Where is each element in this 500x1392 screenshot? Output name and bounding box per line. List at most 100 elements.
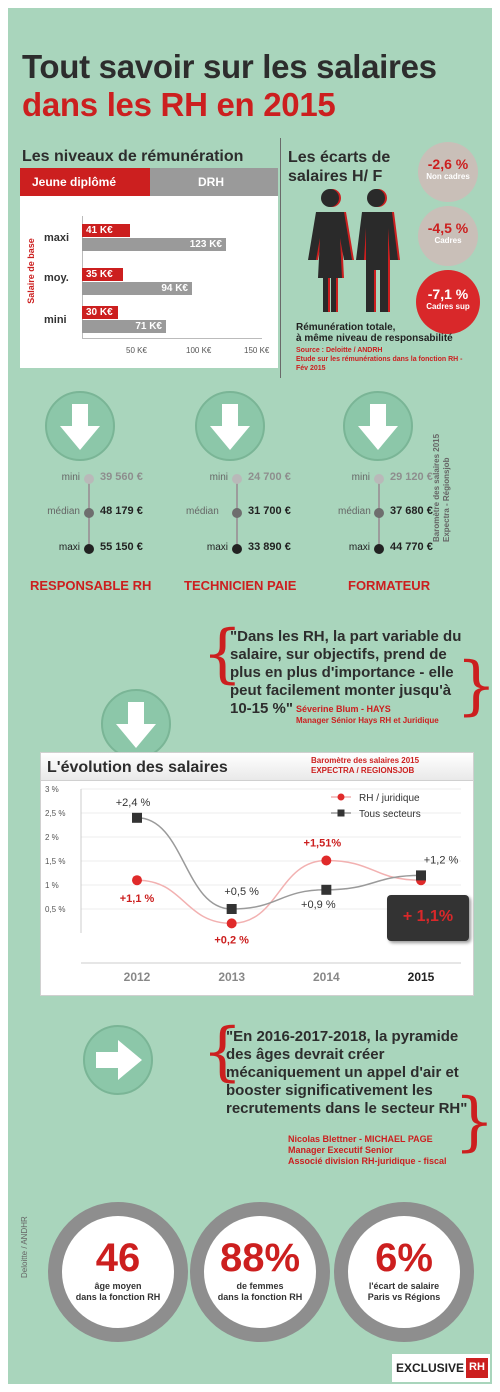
ecart-cadres: -4,5 % Cadres <box>418 206 478 266</box>
infographic: Tout savoir sur les salaires dans les RH… <box>8 8 492 1384</box>
value-maxi: 44 770 € <box>390 541 433 553</box>
tick-50: 50 K€ <box>126 346 147 355</box>
data-label: +1,2 % <box>424 854 459 866</box>
stat-age-line1: âge moyen <box>94 1281 142 1291</box>
value-mini: 24 700 € <box>248 471 291 483</box>
ecarts-source-2: Etude sur les rémunérations dans la fonc… <box>296 356 463 363</box>
section-divider <box>280 138 281 378</box>
stat-femmes-value: 88% <box>219 1236 301 1280</box>
x-axis-line <box>82 338 262 339</box>
highlight-badge: + 1,1% <box>387 895 469 941</box>
y-tick-label: 3 % <box>45 785 59 794</box>
down-arrow-icon <box>101 689 171 759</box>
ecart-cadres-sup: -7,1 % Cadres sup <box>416 270 480 334</box>
data-label: +0,9 % <box>301 899 336 911</box>
quote-2-text: "En 2016-2017-2018, la pyramide des âges… <box>226 1028 468 1117</box>
ecart-non-cadres: -2,6 % Non cadres <box>418 142 478 202</box>
x-tick-label: 2014 <box>313 970 340 984</box>
value-mini: 29 120 € <box>390 471 433 483</box>
evolution-chart: 3 % 2,5 % 2 % 1,5 % 1 % 0,5 % 2012 2013 2014 2015… <box>45 785 461 984</box>
range-label-maxi: maxi <box>58 542 80 553</box>
side-source-1: Baromètre des salaires 2015 <box>432 433 441 542</box>
ecarts-heading-1: Les écarts de <box>288 149 391 166</box>
range-dot-maxi <box>84 544 94 554</box>
tick-150: 150 K€ <box>244 346 270 355</box>
stat-age-moyen: 46 âge moyen dans la fonction RH <box>48 1202 188 1342</box>
job-responsable-rh: mini médian maxi 39 560 € 48 179 € 55 15… <box>38 471 168 582</box>
data-point <box>416 870 426 881</box>
data-label: +0,2 % <box>214 934 249 946</box>
data-point <box>226 918 237 929</box>
range-dot-median <box>84 508 94 518</box>
bar-junior-maxi: 41 K€ <box>82 224 130 237</box>
ecarts-source: Source : Deloitte / ANDRH Etude sur les … <box>296 346 462 373</box>
ecart-non-cadres-value: -2,6 % <box>427 156 469 172</box>
quote-2-role-1: Manager Executif Senior <box>288 1145 394 1155</box>
job-technicien-paie: mini maxi 24 700 € 31 700 € 33 890 € <box>190 471 320 582</box>
woman-man-icon <box>308 189 400 312</box>
down-arrow-icon <box>343 391 413 461</box>
series-line-tous <box>136 817 422 910</box>
ecart-cadres-value: -4,5 % <box>427 220 469 236</box>
x-tick-label: 2012 <box>124 970 151 984</box>
title-line-2: dans les RH en 2015 <box>22 86 336 123</box>
data-point <box>226 904 237 914</box>
bar-junior-mini: 30 K€ <box>82 306 118 319</box>
ecarts-source-1: Source : Deloitte / ANDRH <box>296 347 383 354</box>
y-tick-label: 2,5 % <box>45 809 65 818</box>
value-median: 37 680 € <box>390 505 433 517</box>
axis-label-box: Salaire de base <box>24 228 38 318</box>
range-dot-median <box>232 508 242 518</box>
stat-ecart-paris: 6% l'écart de salaire Paris vs Régions <box>334 1202 474 1342</box>
y-tick-label: 2 % <box>45 833 59 842</box>
stat-ecart-line2: Paris vs Régions <box>367 1292 441 1302</box>
ecart-cadres-sup-label: Cadres sup <box>426 302 470 311</box>
evolution-header <box>41 753 473 781</box>
brand-text: EXCLUSIVE <box>396 1361 465 1375</box>
row-label-moy: moy. <box>44 272 69 284</box>
brace-right-icon: } <box>454 1085 492 1159</box>
brace-left-icon: { <box>202 617 243 691</box>
stat-age-value: 46 <box>95 1236 141 1280</box>
stat-age-line2: dans la fonction RH <box>75 1292 161 1302</box>
stat-ecart-line1: l'écart de salaire <box>368 1281 440 1291</box>
range-label-maxi: maxi <box>206 542 228 553</box>
range-label-maxi: maxi <box>348 542 370 553</box>
ecarts-note-2: à même niveau de responsabilité <box>296 333 453 344</box>
side-source-2: Expectra - Régionsjob <box>442 457 451 542</box>
y-tick-label: 1 % <box>45 881 59 890</box>
range-label-median-3: médian <box>338 506 371 517</box>
data-label: +1,1 % <box>120 893 155 905</box>
value-maxi: 55 150 € <box>100 541 143 553</box>
ecarts-heading: Les écarts de salaires H/ F <box>288 148 390 186</box>
ecarts-source-3: Fév 2015 <box>296 365 326 372</box>
y-tick-label: 0,5 % <box>45 905 65 914</box>
brand-logo: EXCLUSIVE RH <box>392 1354 490 1382</box>
right-arrow-icon <box>83 1025 153 1095</box>
evolution-source-1: Baromètre des salaires 2015 <box>311 756 420 765</box>
data-point <box>132 812 142 823</box>
tab-jeune-diplome[interactable]: Jeune diplômé <box>20 168 150 196</box>
tab-drh[interactable]: DRH <box>150 168 278 196</box>
range-label-mini: mini <box>209 472 228 483</box>
stat-femmes-line1: de femmes <box>236 1281 284 1291</box>
job-name-responsable-rh: RESPONSABLE RH <box>30 578 152 593</box>
data-label: +0,5 % <box>224 886 259 898</box>
tick-100: 100 K€ <box>186 346 212 355</box>
evolution-source-2: EXPECTRA / REGIONSJOB <box>311 766 415 775</box>
remuneration-heading: Les niveaux de rémunération <box>22 148 244 165</box>
data-point <box>321 855 332 866</box>
range-label-median: médian <box>47 506 80 517</box>
job-formateur: mini maxi 29 120 € 37 680 € 44 770 € <box>334 471 464 582</box>
x-tick-label: 2015 <box>408 970 435 984</box>
ecart-cadres-label: Cadres <box>434 236 462 245</box>
legend-marker <box>337 793 345 801</box>
quote-2-author: Nicolas Blettner - MICHAEL PAGE <box>288 1134 433 1144</box>
value-median: 48 179 € <box>100 505 143 517</box>
value-median: 31 700 € <box>248 505 291 517</box>
range-dot-mini <box>84 474 94 484</box>
deloitte-credit: Deloitte / ANDHR <box>20 1216 29 1278</box>
x-tick-label: 2013 <box>218 970 245 984</box>
legend-label: RH / juridique <box>359 793 420 804</box>
value-maxi: 33 890 € <box>248 541 291 553</box>
